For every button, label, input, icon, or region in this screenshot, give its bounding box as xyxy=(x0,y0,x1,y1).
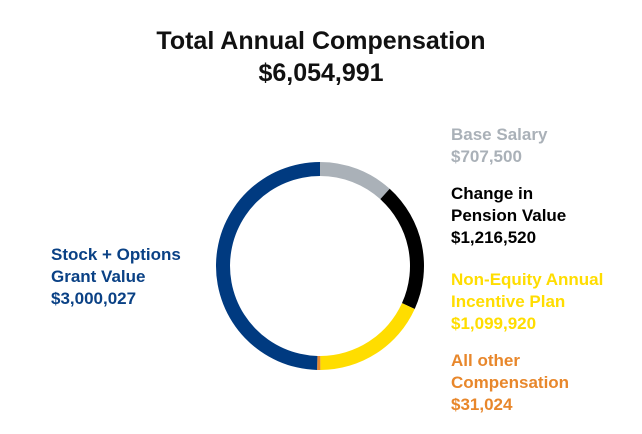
slice-label-stock-options-name-2: Grant Value xyxy=(51,267,146,286)
donut-slice-stock xyxy=(215,162,320,370)
slice-label-stock-options-value: $3,000,027 xyxy=(51,289,137,308)
slice-label-non-equity-name-2: Incentive Plan xyxy=(451,292,566,311)
donut-slice-base xyxy=(320,162,390,200)
slice-label-stock-options: Stock + Options Grant Value $3,000,027 xyxy=(51,244,181,310)
slice-label-other-value: $31,024 xyxy=(451,395,513,414)
slice-label-pension-name-1: Change in xyxy=(451,184,534,203)
slice-label-pension-name-2: Pension Value xyxy=(451,206,567,225)
slice-label-base-salary-value: $707,500 xyxy=(451,147,522,166)
slice-label-pension-value: $1,216,520 xyxy=(451,228,537,247)
chart-subtitle-total: $6,054,991 xyxy=(258,59,384,87)
slice-label-base-salary-name-1: Base Salary xyxy=(451,125,548,144)
donut-slice-other xyxy=(317,355,321,370)
slice-label-stock-options-name-1: Stock + Options xyxy=(51,245,181,264)
slice-label-pension: Change in Pension Value $1,216,520 xyxy=(451,183,566,249)
slice-label-other-name-1: All other xyxy=(451,351,520,370)
slice-label-other-name-2: Compensation xyxy=(451,373,570,392)
slice-label-other: All other Compensation $31,024 xyxy=(451,350,569,416)
slice-label-non-equity-name-1: Non-Equity Annual xyxy=(451,270,604,289)
chart-title: Total Annual Compensation xyxy=(156,27,486,55)
donut-slice-nonequity xyxy=(320,303,415,370)
slice-label-non-equity-value: $1,099,920 xyxy=(451,314,537,333)
slice-label-non-equity: Non-Equity Annual Incentive Plan $1,099,… xyxy=(451,269,603,335)
donut-slice-pension xyxy=(380,188,425,309)
slice-label-base-salary: Base Salary $707,500 xyxy=(451,124,547,168)
